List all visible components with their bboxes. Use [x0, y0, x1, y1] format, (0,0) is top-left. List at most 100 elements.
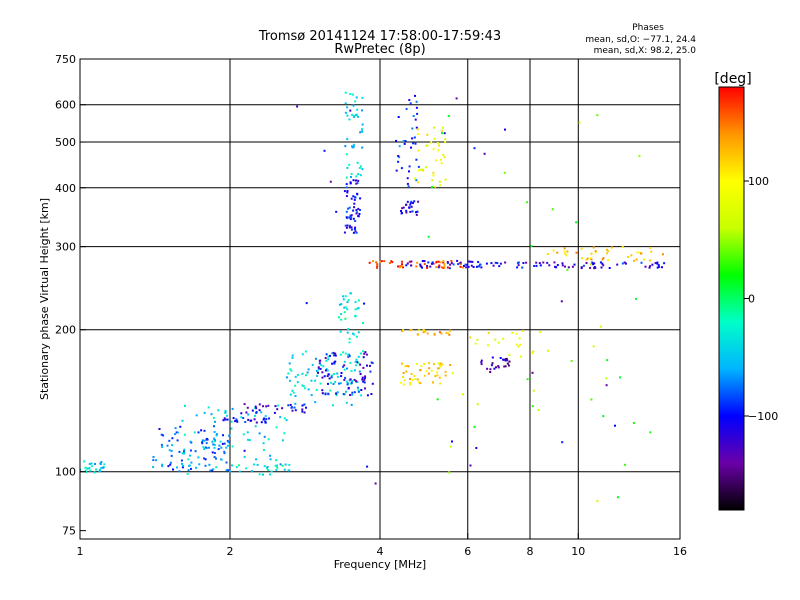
data-point	[302, 385, 305, 388]
data-point	[290, 406, 293, 409]
data-point	[409, 202, 412, 205]
data-point	[348, 163, 351, 166]
data-point	[525, 261, 528, 264]
data-point	[592, 246, 595, 249]
data-point	[410, 373, 413, 375]
data-point	[244, 421, 247, 423]
data-point	[167, 465, 170, 468]
data-point	[329, 180, 332, 183]
data-point	[267, 404, 270, 407]
data-point	[461, 266, 464, 269]
data-point	[281, 464, 284, 467]
data-point	[103, 463, 106, 466]
data-point	[260, 421, 263, 424]
data-point	[400, 210, 402, 212]
data-point	[518, 337, 521, 340]
data-point	[208, 446, 210, 449]
data-point	[217, 448, 220, 451]
data-point	[424, 330, 427, 333]
data-point	[363, 302, 366, 305]
data-point	[325, 368, 328, 371]
data-point	[407, 365, 410, 368]
data-point	[224, 409, 227, 412]
data-point	[301, 372, 304, 375]
data-point	[336, 391, 339, 394]
data-point	[231, 464, 233, 467]
data-point	[494, 338, 497, 341]
data-point	[351, 391, 354, 394]
data-point	[425, 370, 428, 373]
data-point	[437, 260, 440, 263]
data-point	[263, 417, 266, 420]
data-point	[438, 367, 441, 370]
data-point	[418, 329, 421, 332]
data-point	[590, 398, 593, 401]
data-point	[435, 261, 438, 264]
data-point	[348, 118, 351, 121]
data-point	[448, 471, 451, 474]
data-point	[395, 139, 398, 142]
data-point	[95, 468, 98, 471]
data-point	[225, 414, 228, 417]
data-point	[429, 265, 432, 268]
data-point	[183, 448, 186, 451]
data-point	[330, 374, 333, 377]
data-point	[589, 266, 592, 269]
data-point	[444, 178, 447, 181]
data-point	[321, 389, 324, 392]
data-point	[594, 251, 597, 254]
data-point	[415, 179, 418, 182]
data-point	[427, 261, 430, 264]
data-point	[546, 261, 549, 264]
data-point	[473, 425, 476, 428]
data-point	[85, 470, 88, 473]
data-point	[416, 261, 419, 264]
data-point	[606, 252, 608, 255]
data-point	[258, 473, 261, 476]
data-point	[327, 393, 330, 396]
data-point	[532, 389, 535, 392]
data-point	[349, 361, 352, 364]
data-point	[270, 470, 273, 473]
data-point	[490, 364, 493, 367]
data-point	[352, 143, 355, 146]
data-point	[289, 403, 292, 406]
data-point	[469, 464, 472, 467]
data-point	[656, 261, 659, 264]
data-point	[288, 469, 291, 472]
data-point	[361, 378, 364, 381]
data-point	[380, 260, 383, 263]
data-point	[352, 217, 355, 220]
data-point	[564, 265, 566, 268]
data-point	[294, 395, 297, 397]
data-point	[504, 365, 507, 368]
data-point	[408, 165, 411, 168]
data-point	[215, 466, 218, 469]
data-point	[281, 439, 284, 442]
data-point	[333, 373, 335, 375]
data-point	[283, 432, 286, 435]
data-point	[263, 435, 266, 438]
data-point	[565, 254, 568, 257]
x-tick-label: 4	[377, 545, 384, 558]
phases-x-stats: mean, sd,X: 98.2, 25.0	[594, 46, 697, 56]
data-point	[395, 169, 398, 172]
data-point	[464, 263, 467, 266]
colorbar-tick-label: 100	[748, 175, 769, 188]
data-point	[556, 251, 559, 254]
x-tick-label: 2	[227, 545, 234, 558]
data-point	[246, 406, 249, 409]
data-point	[321, 371, 324, 374]
data-point	[182, 464, 185, 467]
data-point	[344, 352, 347, 355]
data-point	[317, 366, 320, 369]
data-point	[398, 145, 401, 148]
data-point	[331, 404, 334, 407]
data-point	[301, 404, 304, 407]
data-point	[350, 173, 353, 175]
data-point	[348, 224, 351, 227]
data-point	[324, 357, 327, 359]
data-point	[586, 257, 589, 260]
data-point	[648, 266, 651, 269]
data-point	[560, 300, 563, 303]
